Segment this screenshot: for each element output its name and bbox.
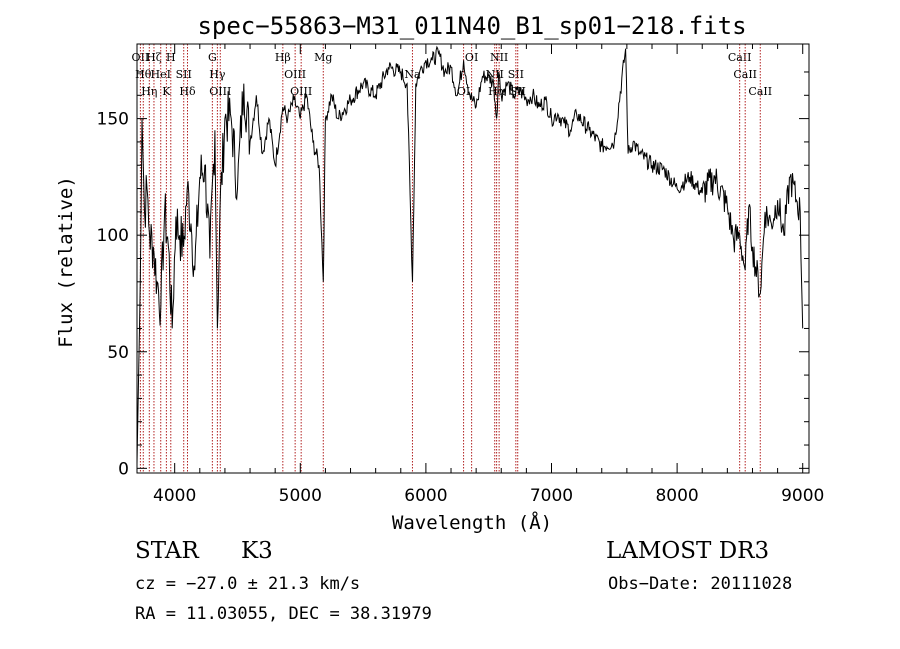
spectral-line-label: Hδ xyxy=(179,85,196,98)
y-tick-label: 150 xyxy=(97,110,129,130)
spectral-line-label: OIII xyxy=(209,85,231,98)
spectral-line-label: Hγ xyxy=(209,68,226,81)
plot-frame xyxy=(136,43,810,474)
spectral-subclass: K3 xyxy=(241,538,273,564)
spectral-line-label: Hβ xyxy=(275,51,291,64)
spectral-line-label: OI xyxy=(465,51,478,64)
spectral-line-label: Hα xyxy=(488,85,506,98)
y-tick-label: 0 xyxy=(118,459,129,479)
spectral-line-label: Hη xyxy=(141,85,157,98)
spectral-line-label: Na xyxy=(404,68,421,81)
chart-title: spec−55863−M31_011N40_B1_sp01−218.fits xyxy=(197,12,746,40)
x-tick-label: 4000 xyxy=(153,486,196,506)
x-tick-label: 8000 xyxy=(655,486,698,506)
x-tick-label: 7000 xyxy=(530,486,573,506)
x-tick-label: 9000 xyxy=(781,486,824,506)
redshift-value: cz = −27.0 ± 21.3 km/s xyxy=(135,574,361,594)
spectral-line-label: NII xyxy=(490,51,508,64)
spectral-line-label: CaII xyxy=(728,51,752,64)
x-tick-label: 6000 xyxy=(404,486,447,506)
spectral-line-label: Hζ xyxy=(146,51,162,64)
spectral-line-label: OI xyxy=(457,85,470,98)
y-axis-label: Flux (relative) xyxy=(55,176,77,348)
spectral-line-label: CaII xyxy=(748,85,772,98)
y-tick-label: 100 xyxy=(97,226,129,246)
spectrum-series-line xyxy=(136,45,804,464)
object-class: STAR xyxy=(135,538,199,564)
spectral-line-label: Hθ xyxy=(135,68,152,81)
spectral-line-label: H xyxy=(166,51,176,64)
spectral-line-label: G xyxy=(208,51,217,64)
spectral-line-label: SII xyxy=(176,68,192,81)
x-tick-label: 5000 xyxy=(279,486,322,506)
spectral-line-label: Mg xyxy=(314,51,332,64)
sky-coordinates: RA = 11.03055, DEC = 38.31979 xyxy=(135,604,432,624)
spectral-line-label: K xyxy=(162,85,171,98)
spectral-line-label: OII xyxy=(132,51,150,64)
spectral-line-label: CaII xyxy=(733,68,757,81)
y-tick-label: 50 xyxy=(107,343,129,363)
survey-name: LAMOST DR3 xyxy=(606,538,770,564)
spectral-line-label: HeI xyxy=(151,68,171,81)
spectral-line-label: OIII xyxy=(284,68,306,81)
observation-date: Obs−Date: 20111028 xyxy=(608,574,793,594)
spectral-line-label: SII xyxy=(508,68,524,81)
x-axis-label: Wavelength (Å) xyxy=(392,511,552,534)
